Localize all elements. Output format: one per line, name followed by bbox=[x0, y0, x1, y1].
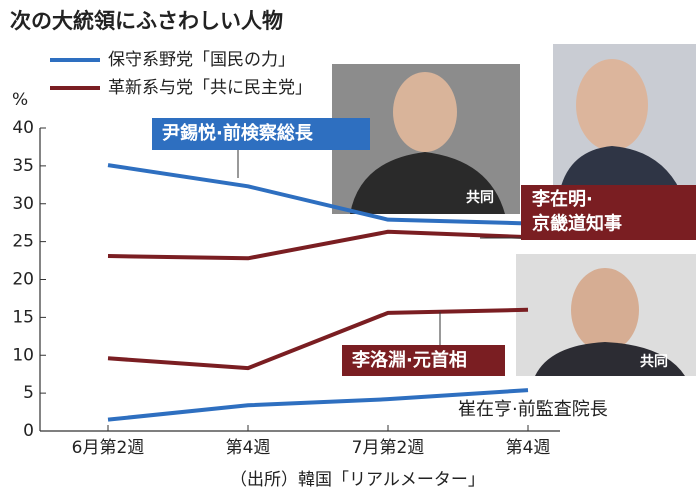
y-tick-label: 20 bbox=[12, 270, 34, 290]
photo bbox=[553, 44, 696, 190]
x-tick-label: 6月第2週 bbox=[72, 438, 145, 458]
y-tick-label: 0 bbox=[23, 421, 34, 441]
y-tick-label: 10 bbox=[12, 345, 34, 365]
y-tick-label: 40 bbox=[12, 118, 34, 138]
label-box bbox=[521, 185, 696, 240]
line bbox=[107, 229, 529, 261]
y-tick-label: 30 bbox=[12, 194, 34, 214]
photo-credit: 共同 bbox=[466, 189, 494, 206]
x-tick-label: 第4週 bbox=[506, 438, 551, 458]
series-label: 崔在亨·前監査院長 bbox=[458, 399, 608, 420]
line bbox=[107, 163, 529, 226]
label-box bbox=[342, 345, 505, 376]
line bbox=[107, 307, 529, 371]
legend-label: 保守系野党「国民の力」 bbox=[108, 50, 295, 70]
series-label: 李在明·京畿道知事 bbox=[531, 188, 622, 234]
photo bbox=[332, 64, 520, 214]
photo-credit: 共同 bbox=[640, 353, 668, 370]
y-tick-label: 5 bbox=[23, 383, 34, 403]
legend-label: 革新系与党「共に民主党」 bbox=[108, 78, 312, 98]
x-tick-label: 7月第2週 bbox=[352, 438, 425, 458]
series-label: 尹錫悦·前検察総長 bbox=[162, 122, 314, 144]
photo bbox=[516, 254, 696, 376]
label-box bbox=[152, 118, 370, 150]
y-tick-label: 25 bbox=[12, 232, 34, 252]
chart-title: 次の大統領にふさわしい人物 bbox=[10, 9, 283, 33]
series-label: 李洛淵·元首相 bbox=[351, 349, 467, 371]
x-tick-label: 第4週 bbox=[226, 438, 271, 458]
line bbox=[107, 388, 529, 422]
y-tick-label: 35 bbox=[12, 156, 34, 176]
y-tick-label: 15 bbox=[12, 307, 34, 327]
y-axis-label: % bbox=[12, 90, 28, 110]
source: （出所）韓国「リアルメーター」 bbox=[230, 470, 485, 490]
